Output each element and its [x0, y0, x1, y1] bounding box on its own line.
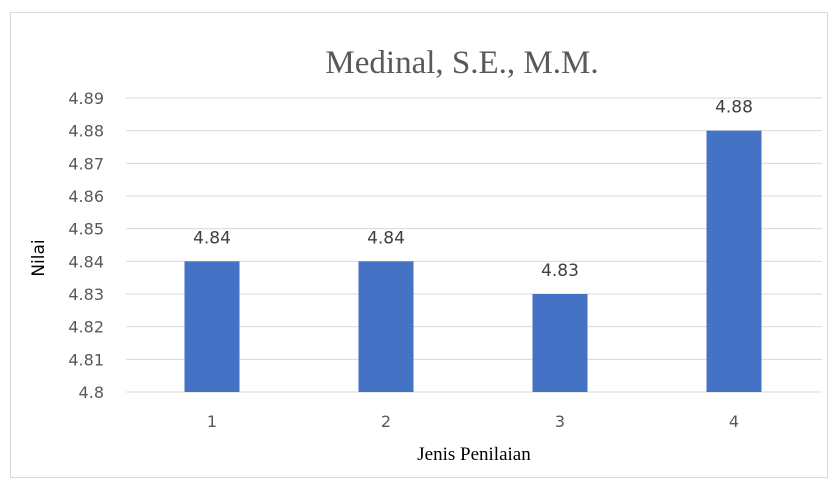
y-tick-label: 4.84 — [68, 252, 104, 271]
data-label-4: 4.88 — [715, 98, 753, 118]
y-tick-label: 4.83 — [68, 285, 104, 304]
data-label-1: 4.84 — [193, 228, 231, 248]
x-tick-label-1: 1 — [207, 412, 217, 431]
data-label-3: 4.83 — [541, 261, 579, 281]
bar-4 — [706, 130, 762, 392]
data-label-2: 4.84 — [367, 228, 405, 248]
y-tick-label: 4.88 — [68, 122, 104, 141]
y-tick-label: 4.87 — [68, 154, 104, 173]
bar-1 — [184, 261, 240, 392]
y-tick-label: 4.85 — [68, 220, 104, 239]
x-tick-label-3: 3 — [555, 412, 565, 431]
y-tick-label: 4.8 — [79, 383, 104, 402]
bar-3 — [532, 294, 588, 392]
gridlines — [126, 97, 822, 393]
x-axis-ticks: 1 2 3 4 — [207, 412, 739, 431]
bar-chart: Medinal, S.E., M.M. 4.84.814.824.834.844… — [29, 45, 822, 465]
y-axis-title: Nilai — [29, 239, 49, 276]
chart-container — [10, 12, 828, 478]
x-tick-label-2: 2 — [381, 412, 391, 431]
x-tick-label-4: 4 — [729, 412, 739, 431]
y-tick-label: 4.89 — [68, 89, 104, 108]
bar-2 — [358, 261, 414, 392]
y-tick-label: 4.86 — [68, 187, 104, 206]
x-axis-title: Jenis Penilaian — [417, 444, 531, 465]
y-tick-label: 4.82 — [68, 318, 104, 337]
chart-title: Medinal, S.E., M.M. — [325, 45, 598, 81]
y-tick-label: 4.81 — [68, 350, 104, 369]
y-axis-ticks: 4.8 4.81 4.82 4.83 4.84 4.85 4.86 4.87 4.88 4.89 — [68, 89, 104, 402]
data-labels: 4.84 4.84 4.83 4.88 — [193, 98, 753, 281]
bars — [184, 130, 762, 392]
